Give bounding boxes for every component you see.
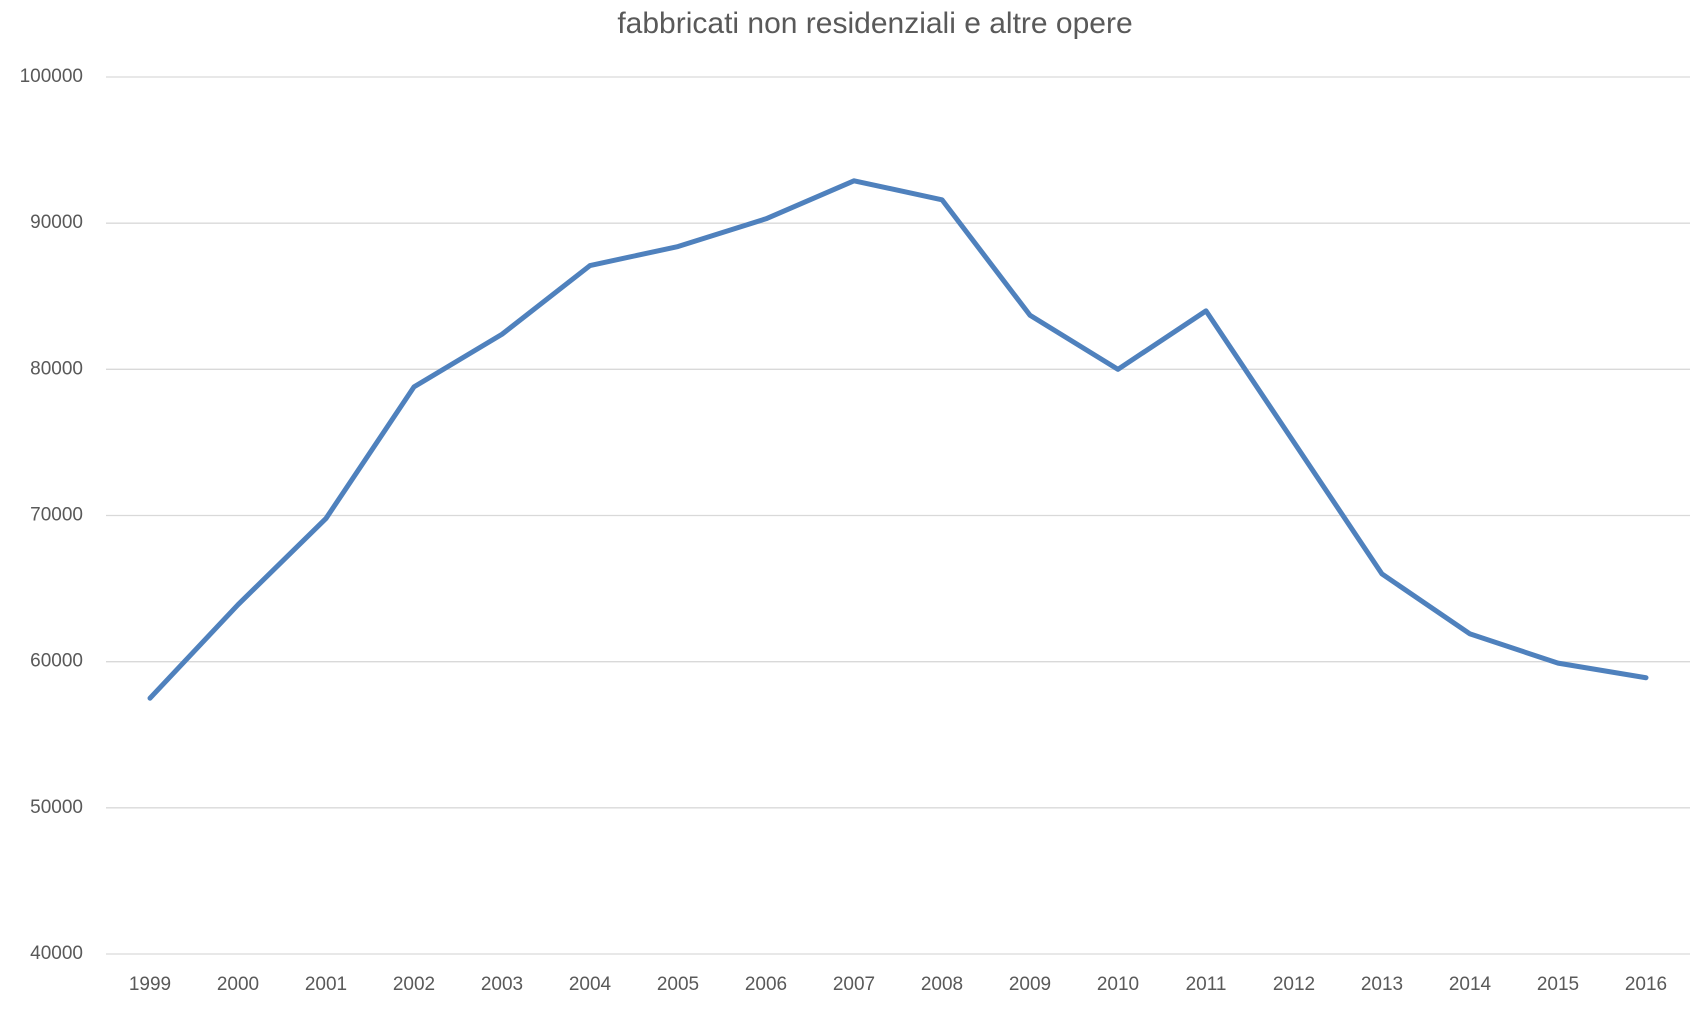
- x-tick-label: 2012: [1273, 974, 1315, 995]
- x-tick-label: 2015: [1537, 974, 1579, 995]
- y-tick-label: 40000: [30, 943, 83, 964]
- x-tick-label: 2009: [1009, 974, 1051, 995]
- y-tick-label: 90000: [30, 212, 83, 233]
- y-tick-label: 100000: [20, 66, 83, 87]
- x-tick-label: 2006: [745, 974, 787, 995]
- x-tick-label: 2007: [833, 974, 875, 995]
- x-tick-label: 2003: [481, 974, 523, 995]
- data-line: [147, 178, 1649, 701]
- x-tick-label: 2002: [393, 974, 435, 995]
- x-tick-label: 2001: [305, 974, 347, 995]
- x-tick-label: 2000: [217, 974, 259, 995]
- x-tick-label: 2010: [1097, 974, 1139, 995]
- x-tick-label: 2005: [657, 974, 699, 995]
- x-tick-label: 2011: [1186, 974, 1227, 995]
- x-tick-label: 1999: [129, 974, 171, 995]
- y-tick-label: 70000: [30, 505, 83, 526]
- x-tick-label: 2014: [1449, 974, 1492, 995]
- y-tick-label: 80000: [30, 358, 83, 379]
- x-tick-label: 2016: [1625, 974, 1667, 995]
- chart-title: fabbricati non residenziali e altre oper…: [617, 7, 1132, 40]
- x-tick-label: 2004: [569, 974, 612, 995]
- y-tick-label: 50000: [30, 797, 83, 818]
- x-tick-label: 2008: [921, 974, 963, 995]
- x-tick-label: 2013: [1361, 974, 1403, 995]
- y-tick-label: 60000: [30, 651, 83, 672]
